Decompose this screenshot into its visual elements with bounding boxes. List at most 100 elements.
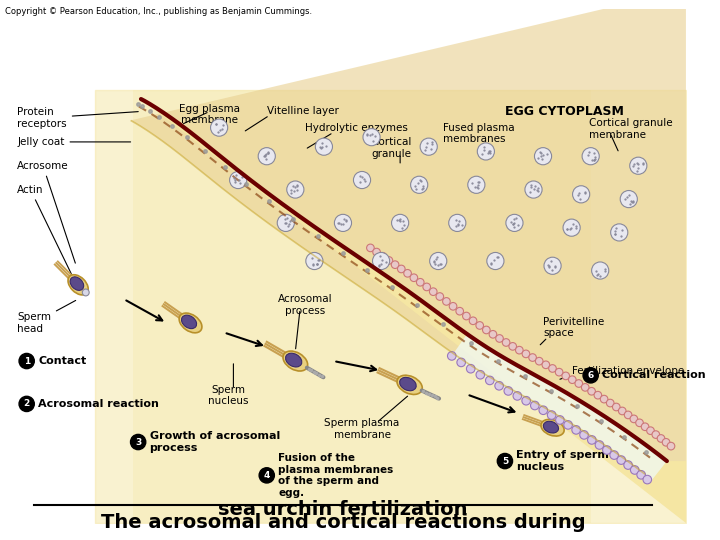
Circle shape [287, 181, 304, 198]
Circle shape [468, 176, 485, 193]
Circle shape [620, 191, 637, 208]
Circle shape [562, 372, 570, 380]
Circle shape [513, 392, 521, 400]
Circle shape [542, 361, 549, 369]
Circle shape [642, 423, 649, 430]
Circle shape [572, 426, 580, 434]
Text: Fused plasma
membranes: Fused plasma membranes [443, 123, 515, 145]
Circle shape [667, 442, 675, 450]
Circle shape [569, 376, 576, 383]
Circle shape [392, 214, 409, 232]
Circle shape [592, 262, 609, 279]
Circle shape [19, 353, 35, 369]
Circle shape [595, 441, 604, 449]
Circle shape [504, 387, 513, 395]
Circle shape [391, 261, 399, 268]
Circle shape [130, 434, 145, 450]
Circle shape [485, 376, 494, 384]
Circle shape [547, 411, 556, 420]
Text: Sperm
nucleus: Sperm nucleus [208, 385, 249, 407]
Wedge shape [191, 523, 626, 540]
Circle shape [582, 383, 589, 391]
Text: Acrosomal reaction: Acrosomal reaction [38, 399, 159, 409]
Circle shape [449, 302, 457, 310]
Text: 3: 3 [135, 437, 141, 447]
Circle shape [549, 364, 557, 372]
Circle shape [404, 269, 411, 277]
Circle shape [448, 352, 456, 360]
Text: sea urchin fertilization: sea urchin fertilization [218, 500, 468, 519]
Circle shape [588, 436, 596, 444]
Polygon shape [130, 0, 686, 480]
Circle shape [489, 330, 497, 338]
Circle shape [588, 387, 595, 395]
Circle shape [611, 224, 628, 241]
Text: Protein
receptors: Protein receptors [17, 107, 138, 129]
Circle shape [600, 395, 608, 403]
Text: Fertilization envelope: Fertilization envelope [572, 366, 684, 375]
Circle shape [572, 186, 590, 203]
Text: Vitelline layer: Vitelline layer [266, 106, 338, 116]
Circle shape [477, 143, 495, 160]
Circle shape [469, 317, 477, 325]
Text: 4: 4 [264, 471, 270, 480]
Circle shape [498, 454, 513, 469]
Circle shape [657, 435, 665, 442]
Circle shape [606, 399, 614, 407]
Text: Cortical granule
membrane: Cortical granule membrane [589, 118, 672, 140]
Circle shape [525, 181, 542, 198]
Text: 2: 2 [24, 400, 30, 408]
Circle shape [528, 354, 536, 361]
Circle shape [603, 446, 611, 454]
Circle shape [509, 342, 516, 350]
Text: Entry of sperm
nucleus: Entry of sperm nucleus [516, 450, 609, 472]
Circle shape [630, 157, 647, 174]
Circle shape [410, 274, 418, 281]
Circle shape [636, 419, 644, 427]
Circle shape [617, 456, 626, 464]
Circle shape [503, 339, 510, 346]
Circle shape [456, 307, 464, 315]
Circle shape [564, 421, 572, 429]
Circle shape [522, 350, 530, 357]
Circle shape [410, 176, 428, 193]
Ellipse shape [68, 275, 89, 295]
Text: Growth of acrosomal
process: Growth of acrosomal process [150, 431, 280, 453]
Circle shape [277, 214, 294, 232]
Circle shape [631, 465, 639, 474]
Polygon shape [133, 90, 590, 523]
Circle shape [467, 364, 475, 373]
Circle shape [306, 252, 323, 269]
Ellipse shape [283, 351, 307, 371]
Circle shape [624, 411, 632, 418]
Circle shape [373, 248, 380, 256]
Circle shape [531, 401, 539, 410]
Circle shape [594, 392, 602, 399]
Text: Cortical
granule: Cortical granule [372, 137, 412, 159]
Circle shape [555, 368, 563, 376]
Circle shape [487, 252, 504, 269]
Ellipse shape [400, 377, 416, 391]
Text: 1: 1 [24, 356, 30, 366]
Circle shape [534, 147, 552, 165]
Circle shape [536, 357, 543, 365]
Circle shape [397, 265, 405, 273]
Circle shape [582, 147, 599, 165]
Text: Actin: Actin [17, 185, 73, 278]
Circle shape [363, 129, 380, 146]
Circle shape [476, 370, 485, 379]
Circle shape [420, 138, 437, 156]
Circle shape [258, 147, 275, 165]
Circle shape [522, 396, 531, 405]
Circle shape [449, 214, 466, 232]
Polygon shape [451, 334, 667, 482]
Text: Jelly coat: Jelly coat [17, 137, 130, 147]
Circle shape [580, 430, 588, 439]
Circle shape [563, 219, 580, 236]
Circle shape [476, 322, 484, 329]
Text: Egg plasma
membrane: Egg plasma membrane [179, 104, 240, 125]
Text: Fusion of the
plasma membranes
of the sperm and
egg.: Fusion of the plasma membranes of the sp… [278, 453, 393, 498]
Text: Contact: Contact [38, 356, 86, 366]
Circle shape [366, 244, 374, 252]
Circle shape [556, 416, 564, 424]
